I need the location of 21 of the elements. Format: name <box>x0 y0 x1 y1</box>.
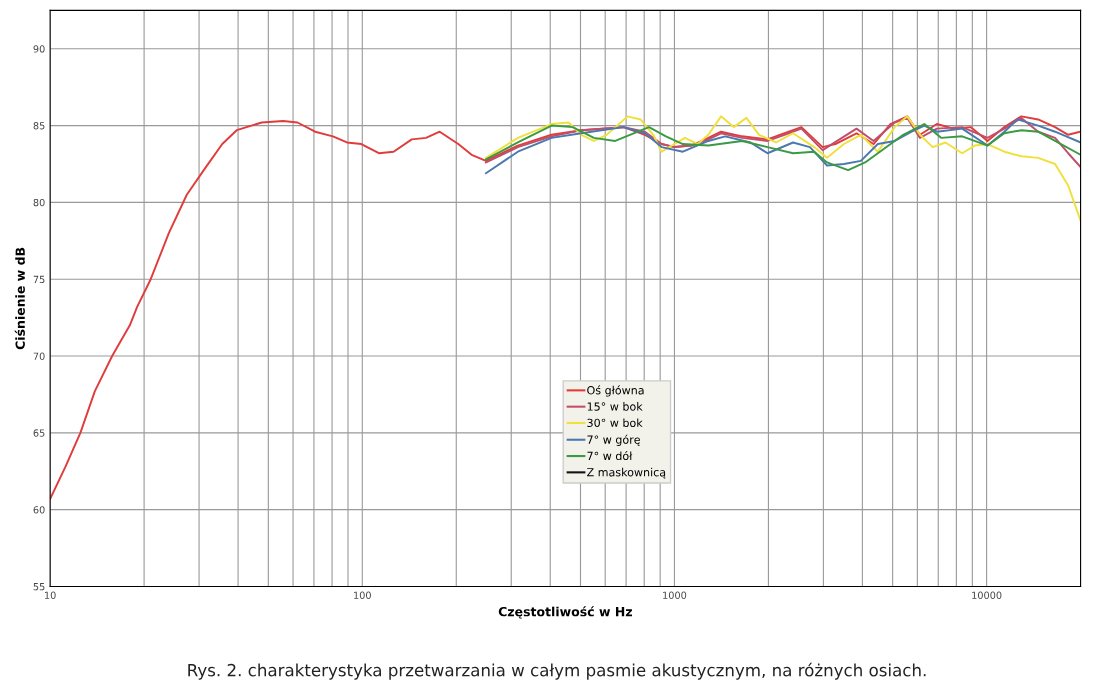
y-tick-label: 65 <box>33 429 45 437</box>
x-tick-label: 10000 <box>972 591 1002 599</box>
x-tick-label: 1000 <box>663 591 687 599</box>
y-axis-title: Ciśnienie w dB <box>14 247 25 350</box>
y-tick-label: 75 <box>33 275 45 284</box>
legend-label: 15° w bok <box>587 402 643 411</box>
x-tick-label: 100 <box>354 591 371 599</box>
legend-label: 7° w górę <box>587 434 640 446</box>
text: Rys. 2. charakterystyka przetwarzania w całym pasmie akustycznym, na różnych osiach. <box>188 662 926 680</box>
legend-label: 7° w dół <box>587 451 633 461</box>
legend-label: Z maskownicą <box>587 467 666 479</box>
x-axis-title: Częstotliwość w Hz <box>498 606 632 619</box>
y-tick-label: 80 <box>33 198 45 207</box>
y-tick-label: 90 <box>33 45 45 53</box>
y-tick-label: 70 <box>33 352 45 360</box>
y-tick-label: 60 <box>33 506 45 514</box>
legend-label: Oś główna <box>587 385 644 397</box>
legend-label: 30° w bok <box>587 418 643 428</box>
y-tick-label: 85 <box>33 122 45 130</box>
y-tick-label: 55 <box>33 583 45 591</box>
x-tick-label: 10 <box>45 591 56 599</box>
